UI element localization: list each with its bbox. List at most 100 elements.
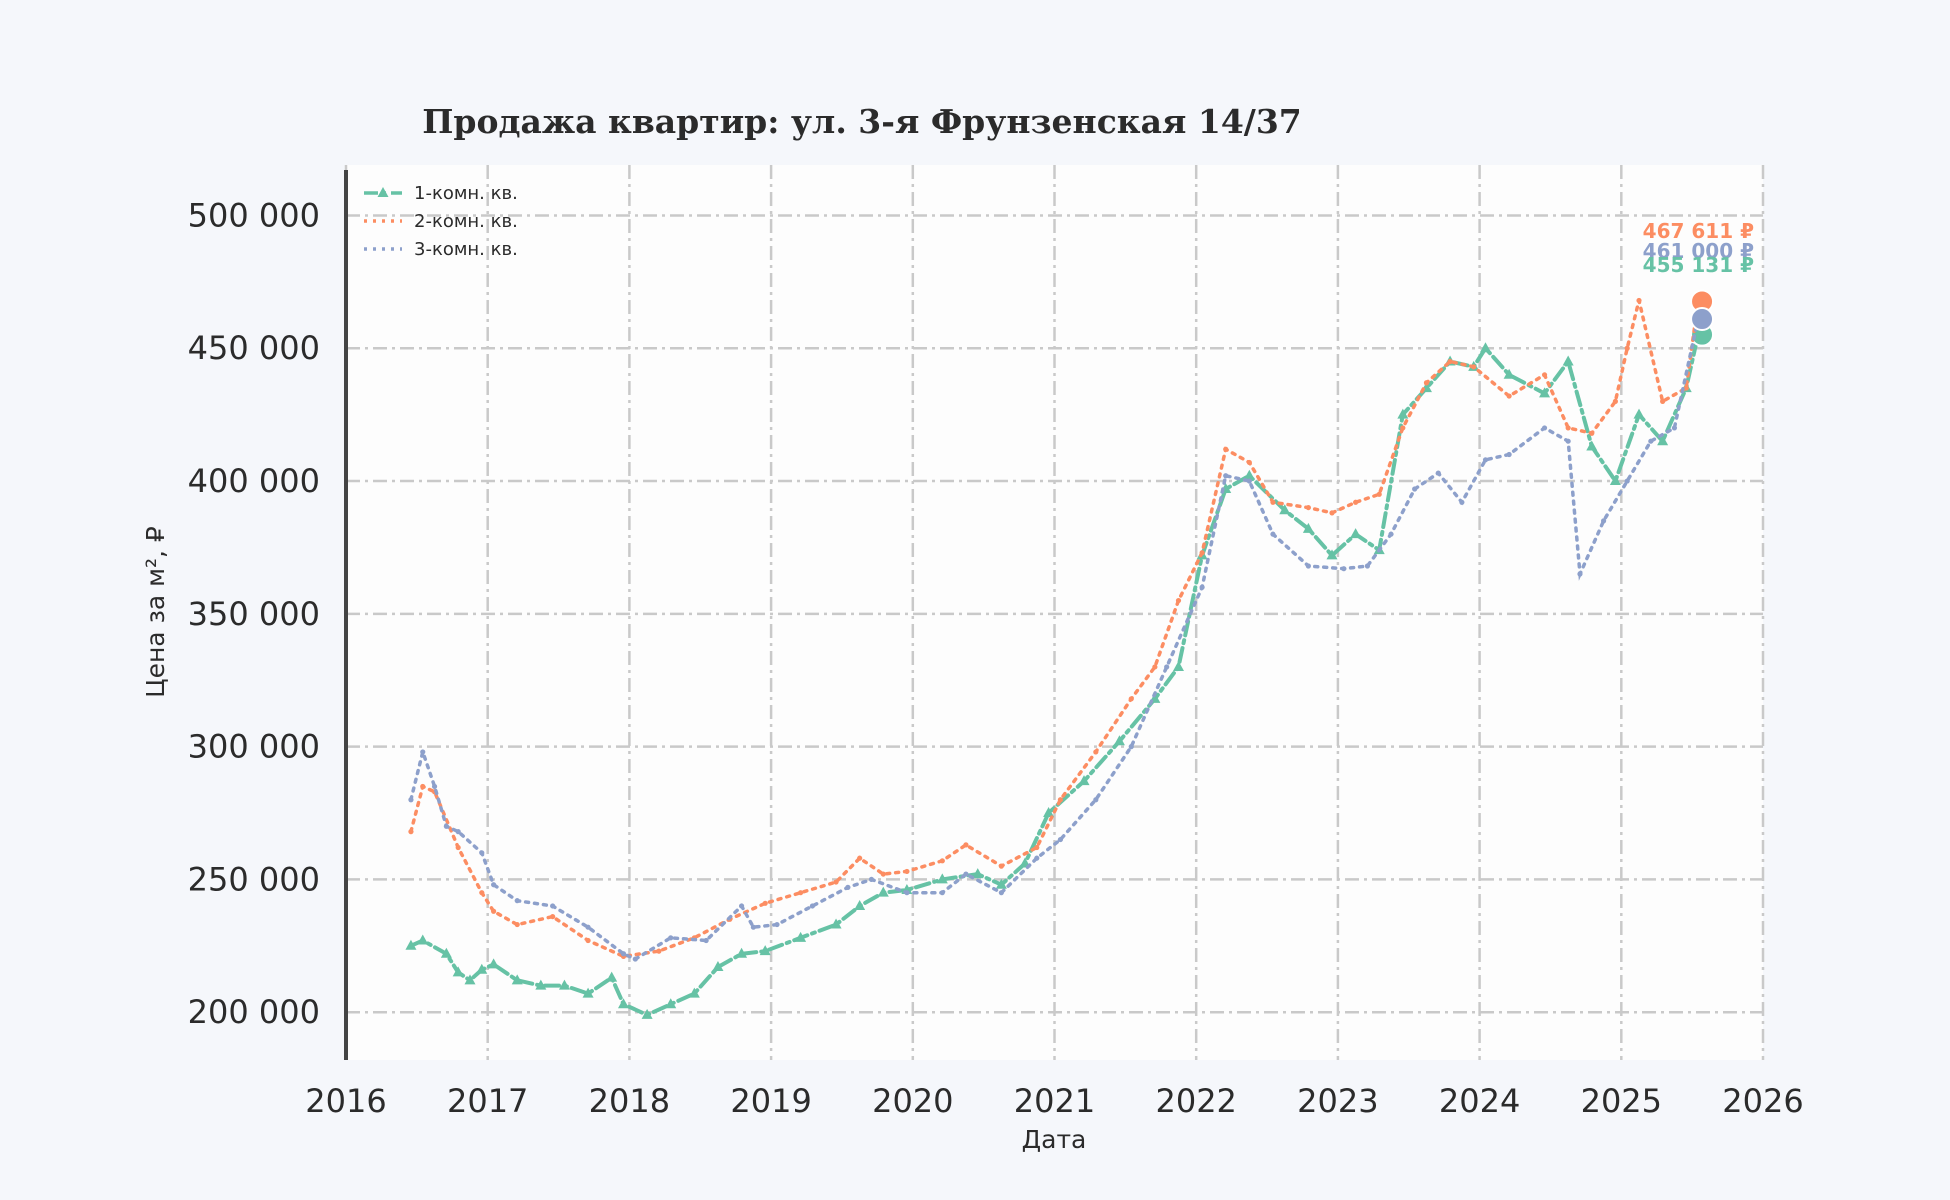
data-point	[1671, 425, 1678, 431]
data-point	[479, 850, 485, 856]
data-point	[703, 937, 709, 944]
data-point	[408, 797, 414, 803]
y-tick-label: 250 000	[188, 860, 320, 898]
x-tick-label: 2020	[872, 1082, 953, 1120]
series-line	[409, 317, 1700, 962]
y-tick-label: 400 000	[188, 462, 320, 500]
y-tick-label: 450 000	[188, 329, 320, 367]
data-point	[464, 974, 476, 985]
end-value-label: 461 000 ₽	[1643, 239, 1754, 263]
data-point	[617, 998, 629, 1009]
data-point	[1329, 510, 1335, 516]
data-point	[1562, 355, 1574, 366]
data-point	[585, 937, 591, 944]
data-point	[750, 924, 756, 930]
data-point	[479, 890, 485, 896]
data-point	[476, 963, 488, 974]
data-point	[1350, 528, 1362, 539]
data-point	[795, 931, 807, 942]
data-point	[880, 871, 886, 877]
data-point	[972, 868, 984, 879]
data-point	[1400, 425, 1406, 431]
data-point	[1539, 387, 1551, 398]
data-point	[1199, 584, 1205, 590]
data-point	[939, 858, 945, 864]
data-point	[1223, 446, 1229, 452]
data-point	[1270, 531, 1276, 537]
data-point	[774, 921, 780, 928]
end-labels: 467 611 ₽461 000 ₽455 131 ₽	[1643, 219, 1754, 277]
x-tick-label: 2022	[1155, 1082, 1236, 1120]
data-point	[1506, 451, 1512, 458]
data-point	[550, 913, 556, 920]
data-point	[1633, 408, 1645, 419]
x-tick-label: 2026	[1722, 1082, 1803, 1120]
series-layer	[405, 289, 1715, 1019]
data-point	[1128, 744, 1134, 750]
data-point	[1447, 358, 1453, 365]
data-point	[998, 863, 1004, 869]
x-tick-label: 2025	[1581, 1082, 1662, 1120]
y-tick-label: 350 000	[188, 595, 320, 633]
data-point	[736, 947, 748, 958]
plot-area	[346, 165, 1763, 1060]
data-point	[1609, 475, 1621, 486]
data-point	[405, 939, 417, 950]
data-point	[1586, 440, 1598, 451]
data-point	[455, 829, 461, 835]
end-marker	[1690, 307, 1715, 332]
data-point	[1459, 499, 1465, 505]
y-tick-label: 500 000	[188, 196, 320, 234]
data-point	[1057, 836, 1064, 843]
data-point	[1423, 380, 1430, 386]
data-point	[1612, 398, 1618, 404]
data-point	[641, 1008, 653, 1019]
y-axis-label: Цена за м², ₽	[141, 526, 170, 698]
x-tick-label: 2024	[1439, 1082, 1520, 1120]
data-point	[998, 890, 1004, 896]
data-point	[535, 979, 547, 990]
data-point	[665, 998, 677, 1009]
data-point	[1624, 478, 1630, 484]
data-point	[939, 890, 945, 896]
data-point	[1376, 491, 1382, 497]
data-point	[963, 842, 969, 848]
data-point	[1480, 342, 1492, 353]
data-point	[1175, 597, 1182, 604]
data-point	[452, 966, 464, 977]
data-point	[491, 882, 497, 888]
data-point	[1302, 522, 1314, 533]
data-point	[455, 844, 461, 851]
data-point	[511, 974, 523, 985]
data-point	[550, 903, 556, 909]
series-2-group	[408, 289, 1715, 960]
data-point	[868, 876, 875, 883]
data-point	[1305, 563, 1311, 569]
data-point	[656, 948, 662, 954]
data-point	[1326, 549, 1338, 560]
data-point	[1657, 435, 1669, 446]
data-point	[1223, 473, 1229, 479]
x-tick-label: 2023	[1297, 1082, 1378, 1120]
data-point	[1471, 364, 1477, 370]
data-point	[1034, 844, 1040, 851]
data-point	[712, 961, 724, 972]
series-line	[409, 299, 1700, 959]
data-point	[1078, 775, 1090, 786]
data-point	[1624, 345, 1630, 351]
data-point	[1243, 469, 1255, 480]
data-point	[1412, 486, 1418, 492]
data-point	[417, 934, 429, 945]
data-point	[1660, 398, 1666, 404]
data-point	[854, 899, 866, 910]
x-tick-label: 2017	[447, 1082, 528, 1120]
legend: 1-комн. кв. 2-комн. кв. 3-комн. кв.	[364, 183, 518, 260]
data-point	[431, 783, 438, 790]
data-point	[1093, 749, 1099, 755]
data-point	[514, 898, 520, 904]
y-tick-label: 200 000	[188, 993, 320, 1031]
data-point	[963, 871, 969, 877]
data-point	[1172, 660, 1184, 671]
data-point	[738, 903, 745, 909]
data-point	[1482, 457, 1489, 463]
